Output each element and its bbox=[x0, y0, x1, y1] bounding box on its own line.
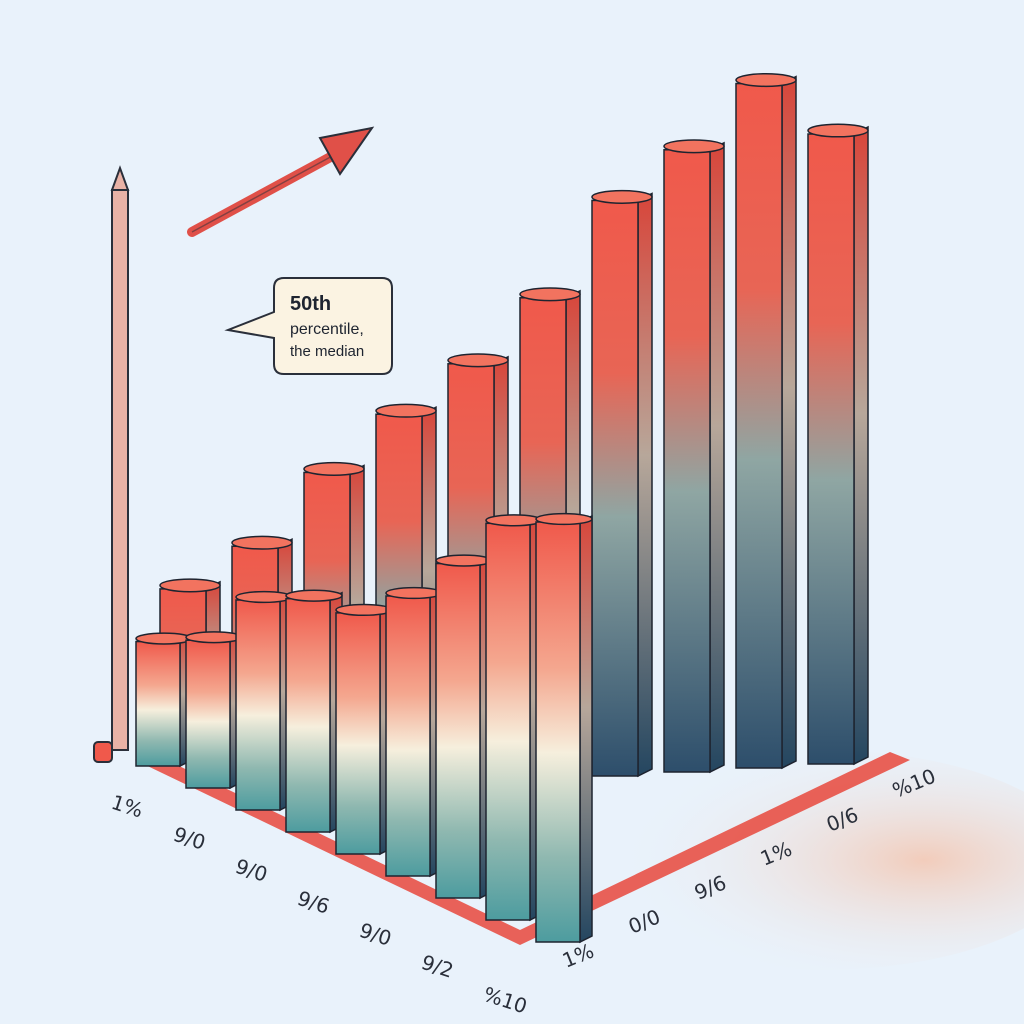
floor-shadow bbox=[560, 750, 1024, 970]
callout-line-3: the median bbox=[290, 343, 364, 360]
back-tick-label-1: 1% bbox=[559, 938, 597, 972]
callout-line-2: percentile, bbox=[290, 321, 364, 338]
y-axis bbox=[93, 165, 130, 763]
back-bar-9 bbox=[735, 73, 797, 770]
median-callout: 50th percentile, the median bbox=[224, 277, 393, 375]
front-bar-8 bbox=[485, 514, 543, 922]
front-tick-label-6: 9/2 bbox=[418, 950, 456, 983]
front-row-bars bbox=[135, 512, 593, 944]
front-bar-3 bbox=[235, 590, 293, 812]
back-bar-7 bbox=[591, 189, 653, 778]
front-tick-label-3: 9/0 bbox=[232, 854, 270, 887]
front-tick-label-5: 9/0 bbox=[356, 918, 394, 951]
back-bar-10 bbox=[807, 123, 869, 766]
front-bar-1 bbox=[135, 632, 193, 768]
front-bar-5 bbox=[335, 603, 393, 856]
front-tick-label-4: 9/6 bbox=[294, 886, 332, 919]
front-bar-9 bbox=[535, 512, 593, 944]
front-bar-2 bbox=[185, 631, 243, 790]
callout-line-1: 50th bbox=[290, 293, 331, 315]
front-bar-4 bbox=[285, 589, 343, 834]
front-tick-label-1: 1% bbox=[108, 790, 146, 823]
front-bar-6 bbox=[385, 586, 443, 878]
front-tick-label-2: 9/0 bbox=[170, 822, 208, 855]
trend-arrow bbox=[187, 126, 375, 237]
front-bar-7 bbox=[435, 554, 493, 900]
back-bar-8 bbox=[663, 139, 725, 774]
front-tick-label-7: %10 bbox=[480, 982, 530, 1019]
